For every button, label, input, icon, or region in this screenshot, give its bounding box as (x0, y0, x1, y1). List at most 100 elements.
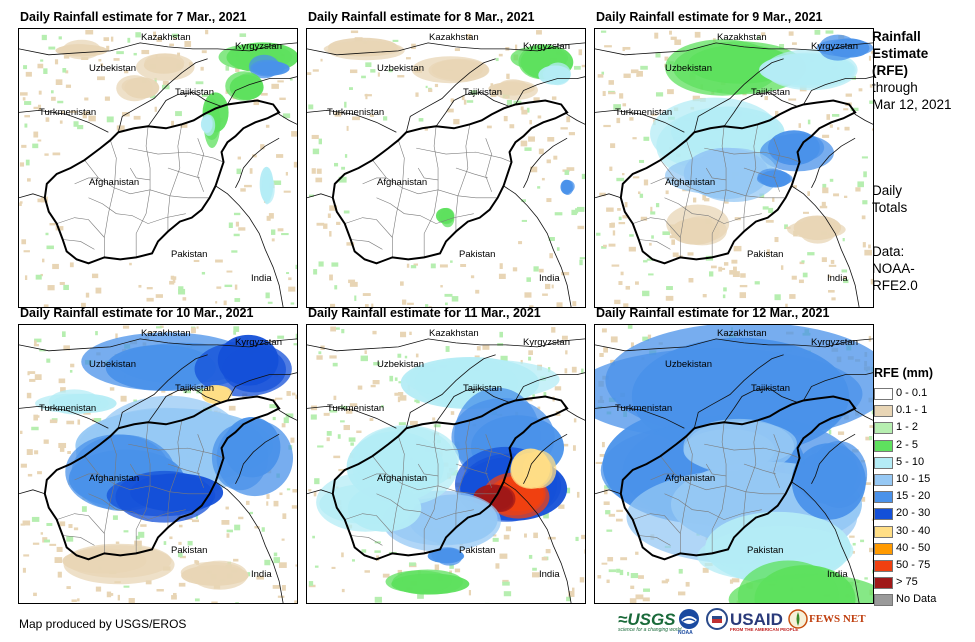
legend-swatch (874, 422, 893, 435)
legend-swatch (874, 594, 893, 607)
usaid-tagline: FROM THE AMERICAN PEOPLE (730, 627, 799, 632)
through-date: Mar 12, 2021 (872, 97, 952, 112)
map-panel-mar-7: Daily Rainfall estimate for 7 Mar., 2021… (18, 10, 298, 308)
country-label-kazakhstan: Kazakhstan (429, 32, 479, 43)
country-label-afghanistan: Afghanistan (89, 473, 140, 484)
country-label-kyrgyzstan: Kyrgyzstan (811, 41, 858, 52)
legend-label: 40 - 50 (896, 541, 931, 554)
legend-label: 15 - 20 (896, 490, 931, 503)
usgs-logo: ≈USGS science for a changing world (618, 610, 681, 633)
legend-swatch (874, 542, 893, 555)
legend-label: 5 - 10 (896, 455, 925, 468)
country-label-kyrgyzstan: Kyrgyzstan (811, 337, 858, 348)
legend-label: 20 - 30 (896, 507, 931, 520)
panel-title: Daily Rainfall estimate for 7 Mar., 2021 (20, 10, 247, 24)
afghanistan-boundary (619, 99, 857, 265)
legend-label: 50 - 75 (896, 558, 931, 571)
country-label-tajikistan: Tajikistan (463, 383, 503, 394)
country-label-india: India (539, 273, 560, 284)
panel-title: Daily Rainfall estimate for 11 Mar., 202… (308, 306, 541, 320)
legend-label: 10 - 15 (896, 472, 931, 485)
legend-swatch (874, 456, 893, 469)
usgs-logo-text: ≈USGS (618, 610, 676, 629)
legend-label: 0.1 - 1 (896, 404, 928, 417)
rfe-title-line: (RFE) (872, 63, 908, 78)
country-label-pakistan: Pakistan (171, 249, 208, 260)
country-label-kyrgyzstan: Kyrgyzstan (523, 337, 570, 348)
map-graphic (595, 29, 873, 307)
country-label-turkmenistan: Turkmenistan (39, 107, 97, 118)
country-label-india: India (827, 569, 848, 580)
map-description: Rainfall Estimate (RFE) through Mar 12, … (872, 28, 952, 113)
data-source: NOAA- (872, 261, 915, 276)
panel-title: Daily Rainfall estimate for 12 Mar., 202… (596, 306, 830, 320)
country-label-afghanistan: Afghanistan (377, 473, 428, 484)
country-label-kyrgyzstan: Kyrgyzstan (235, 337, 282, 348)
rainfall-map: Kazakhstan Kyrgyzstan Uzbekistan Tajikistan… (18, 28, 298, 308)
country-label-kazakhstan: Kazakhstan (429, 328, 479, 339)
country-label-afghanistan: Afghanistan (377, 177, 428, 188)
country-label-india: India (827, 273, 848, 284)
legend-swatch (874, 405, 893, 418)
panel-title: Daily Rainfall estimate for 10 Mar., 202… (20, 306, 254, 320)
afghanistan-boundary (619, 395, 857, 561)
map-panel-mar-8: Daily Rainfall estimate for 8 Mar., 2021… (306, 10, 586, 308)
country-label-kazakhstan: Kazakhstan (717, 328, 767, 339)
legend-swatch (874, 388, 893, 400)
usaid-logo: USAID FROM THE AMERICAN PEOPLE (730, 610, 798, 632)
rainfall-map: Kazakhstan Kyrgyzstan Uzbekistan Tajikistan… (594, 28, 874, 308)
country-label-uzbekistan: Uzbekistan (89, 63, 136, 74)
legend-label: 30 - 40 (896, 524, 931, 537)
map-panel-mar-9: Daily Rainfall estimate for 9 Mar., 2021… (594, 10, 874, 308)
legend-label: 0 - 0.1 (896, 387, 928, 399)
country-label-india: India (251, 273, 272, 284)
country-label-pakistan: Pakistan (459, 545, 496, 556)
country-label-afghanistan: Afghanistan (89, 177, 140, 188)
country-label-pakistan: Pakistan (459, 249, 496, 260)
country-label-uzbekistan: Uzbekistan (89, 359, 136, 370)
map-graphic (307, 30, 585, 307)
map-panel-mar-12: Daily Rainfall estimate for 12 Mar., 202… (594, 306, 874, 604)
afghanistan-boundary (43, 395, 281, 561)
legend-label: > 75 (896, 576, 918, 589)
country-label-tajikistan: Tajikistan (751, 383, 791, 394)
country-label-kyrgyzstan: Kyrgyzstan (235, 41, 282, 52)
legend-swatch (874, 508, 893, 521)
legend-swatch (874, 491, 893, 504)
country-label-uzbekistan: Uzbekistan (377, 63, 424, 74)
rainfall-map: Kazakhstan Kyrgyzstan Uzbekistan Tajikistan… (306, 28, 586, 308)
data-source-version: RFE2.0 (872, 278, 918, 293)
country-label-tajikistan: Tajikistan (463, 87, 503, 98)
map-panel-mar-11: Daily Rainfall estimate for 11 Mar., 202… (306, 306, 586, 604)
legend-label: 2 - 5 (896, 438, 919, 451)
legend-swatch (874, 559, 893, 572)
rainfall-map: Kazakhstan Kyrgyzstan Uzbekistan Tajikistan… (594, 324, 874, 604)
country-label-turkmenistan: Turkmenistan (327, 107, 385, 118)
map-graphic (595, 325, 873, 603)
country-label-afghanistan: Afghanistan (665, 177, 716, 188)
country-label-turkmenistan: Turkmenistan (39, 403, 97, 414)
country-label-afghanistan: Afghanistan (665, 473, 716, 484)
country-label-turkmenistan: Turkmenistan (327, 403, 385, 414)
legend-swatch (874, 473, 893, 486)
country-label-tajikistan: Tajikistan (175, 87, 215, 98)
through-label: through (872, 80, 918, 95)
afghanistan-boundary (331, 395, 569, 561)
rainfall-map: Kazakhstan Kyrgyzstan Uzbekistan Tajikistan… (18, 324, 298, 604)
noaa-logo: NOAA (678, 608, 700, 636)
country-label-india: India (251, 569, 272, 580)
country-label-uzbekistan: Uzbekistan (665, 359, 712, 370)
legend-swatch (874, 439, 893, 452)
panel-title: Daily Rainfall estimate for 9 Mar., 2021 (596, 10, 823, 24)
daily-totals-note: Daily Totals (872, 182, 907, 216)
country-label-uzbekistan: Uzbekistan (377, 359, 424, 370)
country-label-tajikistan: Tajikistan (175, 383, 215, 394)
map-graphic (19, 29, 297, 307)
country-label-turkmenistan: Turkmenistan (615, 107, 673, 118)
data-source-note: Data: NOAA- RFE2.0 (872, 243, 918, 294)
map-credit: Map produced by USGS/EROS (19, 617, 187, 631)
map-graphic (307, 326, 585, 603)
usgs-tagline: science for a changing world (618, 627, 682, 633)
data-label: Data: (872, 244, 905, 259)
panel-title: Daily Rainfall estimate for 8 Mar., 2021 (308, 10, 535, 24)
